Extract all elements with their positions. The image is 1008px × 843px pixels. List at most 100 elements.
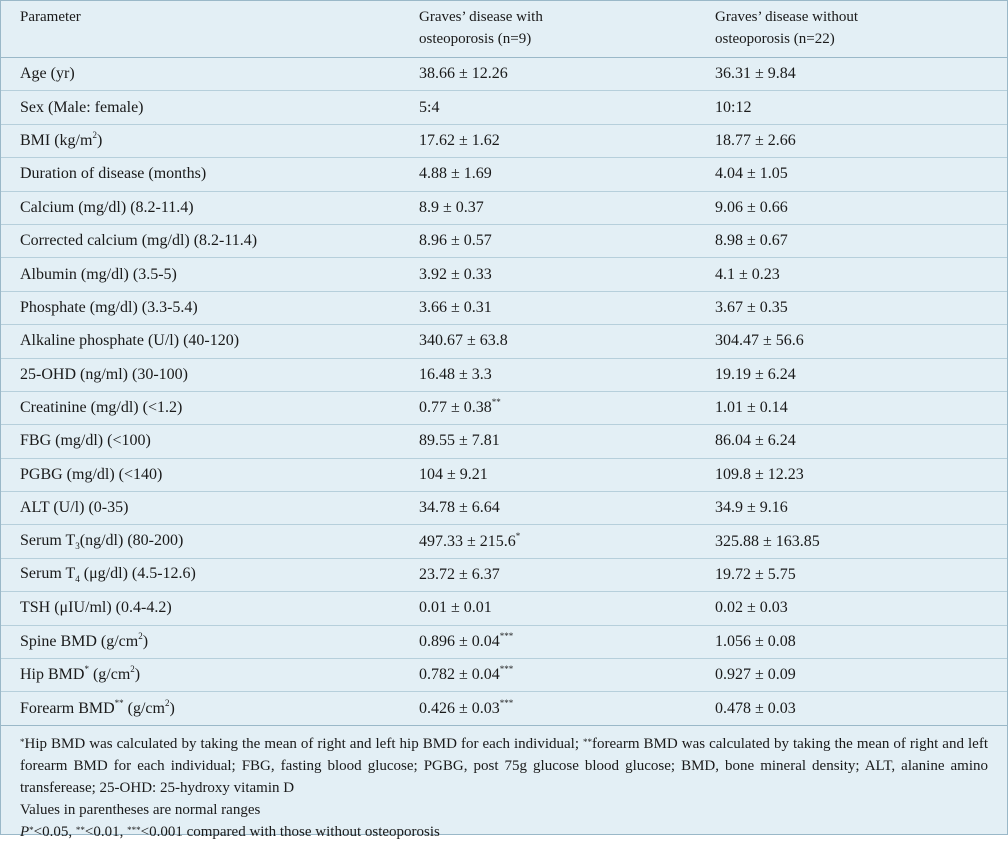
header-parameter: Parameter (1, 1, 410, 58)
without-osteoporosis-cell: 0.478 ± 0.03 (706, 691, 1007, 726)
footnote-hip-bmd: Hip BMD was calculated by taking the mea… (24, 735, 584, 752)
with-osteoporosis-cell: 34.78 ± 6.64 (410, 491, 706, 526)
with-osteoporosis-cell: 8.96 ± 0.57 (410, 224, 706, 259)
value-text: 10:12 (715, 98, 752, 116)
with-osteoporosis-cell: 497.33 ± 215.6* (410, 524, 706, 559)
table-body: Age (yr) 38.66 ± 12.26 36.31 ± 9.84 Sex (Ma… (1, 57, 1007, 726)
sig-marker-2: ** (75, 824, 85, 835)
parameter-cell: Spine BMD (g/cm2) (1, 625, 410, 660)
table-row: Forearm BMD** (g/cm2) 0.426 ± 0.03*** 0.47… (1, 691, 1007, 726)
parameter-text: ALT (U/l) (0-35) (20, 499, 129, 517)
without-osteoporosis-cell: 34.9 ± 9.16 (706, 491, 1007, 526)
header-with-osteoporosis: Graves’ disease with osteoporosis (n=9) (410, 1, 706, 58)
value-text: 5:4 (419, 98, 440, 116)
without-osteoporosis-cell: 86.04 ± 6.24 (706, 424, 1007, 459)
without-osteoporosis-cell: 1.056 ± 0.08 (706, 625, 1007, 660)
parameter-text: 2 (164, 697, 170, 708)
parameter-cell: BMI (kg/m2) (1, 124, 410, 159)
sig-text-1: <0.05, (33, 823, 76, 840)
without-osteoporosis-cell: 304.47 ± 56.6 (706, 324, 1007, 359)
with-osteoporosis-cell: 3.66 ± 0.31 (410, 291, 706, 326)
with-osteoporosis-cell: 0.896 ± 0.04*** (410, 625, 706, 660)
value-text: 34.78 ± 6.64 (419, 499, 500, 517)
parameter-text: 4 (75, 574, 80, 585)
parameter-cell: Age (yr) (1, 57, 410, 92)
sig-marker-1: * (29, 824, 34, 835)
without-osteoporosis-cell: 0.02 ± 0.03 (706, 591, 1007, 626)
without-osteoporosis-cell: 9.06 ± 0.66 (706, 191, 1007, 225)
table-row: FBG (mg/dl) (<100) 89.55 ± 7.81 86.04 ± 6.… (1, 424, 1007, 459)
parameter-cell: Serum T4 (μg/dl) (4.5-12.6) (1, 558, 410, 593)
parameter-text: Creatinine (mg/dl) (<1.2) (20, 399, 183, 417)
parameter-text: (g/cm (123, 699, 165, 717)
with-osteoporosis-cell: 0.01 ± 0.01 (410, 591, 706, 626)
with-osteoporosis-cell: 0.426 ± 0.03*** (410, 691, 706, 726)
parameter-cell: Serum T3(ng/dl) (80-200) (1, 524, 410, 559)
parameter-text: BMI (kg/m (20, 131, 93, 149)
parameter-cell: Albumin (mg/dl) (3.5-5) (1, 257, 410, 292)
parameter-text: Spine BMD (g/cm (20, 632, 139, 650)
p-symbol: P (20, 823, 30, 840)
table-row: PGBG (mg/dl) (<140) 104 ± 9.21 109.8 ± 12.… (1, 458, 1007, 493)
parameter-cell: Phosphate (mg/dl) (3.3-5.4) (1, 291, 410, 326)
value-text: 4.1 ± 0.23 (715, 265, 780, 283)
without-osteoporosis-cell: 4.04 ± 1.05 (706, 157, 1007, 192)
without-osteoporosis-cell: 19.19 ± 6.24 (706, 358, 1007, 392)
value-text: 4.04 ± 1.05 (715, 165, 788, 183)
with-osteoporosis-cell: 340.67 ± 63.8 (410, 324, 706, 359)
footnote-abbreviations: *Hip BMD was calculated by taking the me… (20, 733, 988, 799)
value-text: 0.01 ± 0.01 (419, 599, 492, 617)
table-row: Creatinine (mg/dl) (<1.2) 0.77 ± 0.38** 1.… (1, 391, 1007, 426)
parameters-table: Parameter Graves’ disease with osteoporo… (1, 1, 1007, 726)
value-text: 18.77 ± 2.66 (715, 131, 796, 149)
parameter-text: Calcium (mg/dl) (8.2-11.4) (20, 198, 194, 216)
value-text: 86.04 ± 6.24 (715, 432, 796, 450)
value-text: 8.98 ± 0.67 (715, 232, 788, 250)
parameter-cell: ALT (U/l) (0-35) (1, 491, 410, 526)
value-text: 497.33 ± 215.6 (419, 532, 516, 550)
value-text: 9.06 ± 0.66 (715, 198, 788, 216)
without-osteoporosis-cell: 10:12 (706, 90, 1007, 125)
parameter-text: Serum T (20, 532, 76, 550)
parameter-text: Duration of disease (months) (20, 165, 207, 183)
parameter-text: Corrected calcium (mg/dl) (8.2-11.4) (20, 232, 258, 250)
value-text: 19.19 ± 6.24 (715, 365, 796, 383)
parameter-text: ** (114, 697, 124, 708)
with-osteoporosis-cell: 0.77 ± 0.38** (410, 391, 706, 426)
parameter-text: ) (96, 131, 103, 149)
value-text: 3.67 ± 0.35 (715, 298, 788, 316)
parameter-text: 2 (130, 664, 135, 675)
value-text: 109.8 ± 12.23 (715, 465, 804, 483)
parameter-text: 2 (138, 630, 143, 641)
significance-marker: * (515, 530, 521, 541)
table-row: Serum T4 (μg/dl) (4.5-12.6) 23.72 ± 6.37 1… (1, 558, 1007, 593)
without-osteoporosis-cell: 8.98 ± 0.67 (706, 224, 1007, 259)
with-osteoporosis-cell: 23.72 ± 6.37 (410, 558, 706, 593)
without-osteoporosis-cell: 36.31 ± 9.84 (706, 57, 1007, 92)
table-row: ALT (U/l) (0-35) 34.78 ± 6.64 34.9 ± 9.16 (1, 491, 1007, 526)
without-osteoporosis-cell: 109.8 ± 12.23 (706, 458, 1007, 493)
header-with-line1: Graves’ disease with (419, 9, 543, 25)
without-osteoporosis-cell: 325.88 ± 163.85 (706, 524, 1007, 559)
with-osteoporosis-cell: 16.48 ± 3.3 (410, 358, 706, 392)
without-osteoporosis-cell: 3.67 ± 0.35 (706, 291, 1007, 326)
with-osteoporosis-cell: 0.782 ± 0.04*** (410, 658, 706, 693)
table-row: Spine BMD (g/cm2) 0.896 ± 0.04*** 1.056 ± … (1, 625, 1007, 660)
without-osteoporosis-cell: 4.1 ± 0.23 (706, 257, 1007, 292)
table-footnotes: * Hip BMD was calculated by taking the me… (1, 726, 1007, 843)
value-text: 104 ± 9.21 (419, 465, 488, 483)
parameter-cell: Calcium (mg/dl) (8.2-11.4) (1, 191, 410, 225)
parameter-text: PGBG (mg/dl) (<140) (20, 465, 163, 483)
table-row: Hip BMD* (g/cm2) 0.782 ± 0.04*** 0.927 ± 0… (1, 658, 1007, 693)
table-row: Corrected calcium (mg/dl) (8.2-11.4) 8.96… (1, 224, 1007, 259)
value-text: 0.77 ± 0.38 (419, 399, 492, 417)
parameter-text: Age (yr) (20, 65, 75, 83)
parameter-cell: Duration of disease (months) (1, 157, 410, 192)
parameter-cell: Forearm BMD** (g/cm2) (1, 691, 410, 726)
table-row: Calcium (mg/dl) (8.2-11.4) 8.9 ± 0.37 9.06… (1, 191, 1007, 225)
header-without-line1: Graves’ disease without (715, 9, 859, 25)
value-text: 89.55 ± 7.81 (419, 432, 500, 450)
sig-text-2: <0.01, (84, 823, 128, 840)
parameter-cell: PGBG (mg/dl) (<140) (1, 458, 410, 493)
